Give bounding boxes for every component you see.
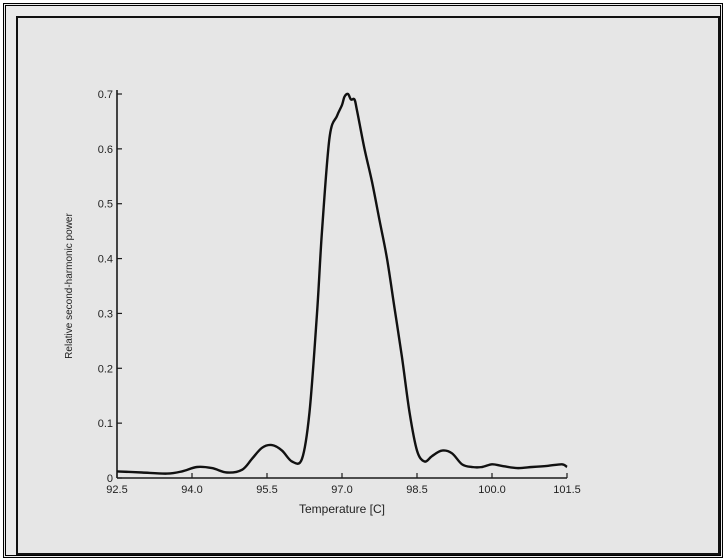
x-tick-label: 94.0 xyxy=(181,484,202,496)
y-tick-label: 0.1 xyxy=(98,418,113,430)
y-tick-label: 0.4 xyxy=(98,254,113,266)
x-tick-label: 100.0 xyxy=(478,484,506,496)
x-tick-label: 92.5 xyxy=(106,484,127,496)
chart-axes xyxy=(116,90,567,479)
y-tick-label: 0.3 xyxy=(98,308,113,320)
outer-frame xyxy=(3,3,723,558)
x-tick-label: 97.0 xyxy=(331,484,352,496)
y-axis-label: Relative second-harmonic power xyxy=(64,213,75,359)
y-tick-label: 0.5 xyxy=(98,199,113,211)
series-line xyxy=(116,92,568,475)
inner-frame xyxy=(16,16,720,555)
chart-series-group xyxy=(116,92,568,475)
y-tick-label: 0.7 xyxy=(98,89,113,101)
y-tick-label: 0.6 xyxy=(98,144,113,156)
y-tick-label: 0 xyxy=(107,473,113,485)
x-tick-label: 98.5 xyxy=(406,484,427,496)
x-axis-label: Temperature [C] xyxy=(299,502,385,516)
y-tick-label: 0.2 xyxy=(98,363,113,375)
chart-ticks: 0 0.1 0.2 0.3 0.4 0.5 0.6 0.7 92.5 94.0 95.5 97.0 98… xyxy=(98,89,581,496)
x-tick-label: 95.5 xyxy=(256,484,277,496)
x-tick-label: 101.5 xyxy=(553,484,581,496)
